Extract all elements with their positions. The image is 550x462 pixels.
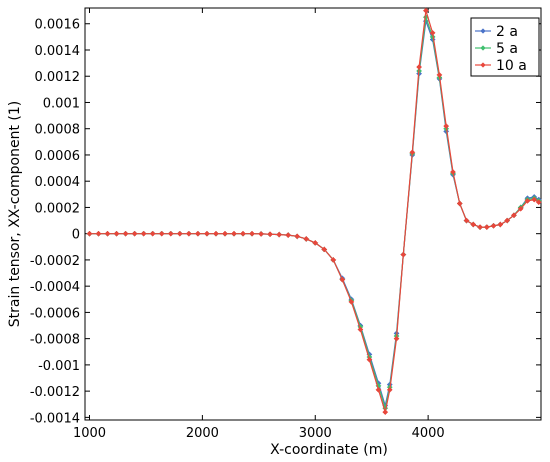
data-point (422, 7, 429, 14)
data-point (524, 197, 531, 204)
data-point (531, 196, 538, 203)
data-point (357, 326, 364, 333)
data-point (149, 230, 156, 237)
y-axis-title: Strain tensor, XX-component (1) (7, 101, 23, 327)
data-point (122, 230, 129, 237)
y-tick-label: 0.0012 (35, 70, 81, 85)
data-point (312, 239, 319, 246)
y-tick-label: 0.0016 (35, 18, 81, 33)
y-tick-label: 0.001 (43, 96, 80, 111)
y-tick-label: -0.0004 (30, 280, 80, 295)
data-point (203, 230, 210, 237)
data-point (104, 230, 111, 237)
data-point (470, 221, 477, 228)
plot-area: 0.0016 0.0014 0.0012 0.001 0.0008 0.0006 0.000… (30, 7, 542, 441)
series-0 (86, 18, 542, 409)
data-point (113, 230, 120, 237)
legend-entry: 2 a (496, 24, 518, 40)
data-point (517, 205, 524, 212)
data-point (176, 230, 183, 237)
data-point (375, 386, 382, 393)
y-tick-label: -0.001 (38, 359, 80, 374)
legend: 2 a5 a10 a (470, 17, 540, 77)
data-point (212, 230, 219, 237)
data-point (409, 149, 416, 156)
data-point (535, 199, 542, 206)
legend-marker (480, 28, 486, 34)
data-point (400, 251, 407, 258)
x-tick-label: 4000 (412, 426, 445, 441)
data-point (330, 256, 337, 263)
data-point (463, 217, 470, 224)
data-point (429, 29, 436, 36)
data-point (140, 230, 147, 237)
data-point (285, 232, 292, 239)
data-point (95, 230, 102, 237)
x-tick-label: 2000 (186, 426, 219, 441)
data-point (240, 230, 246, 237)
data-point (483, 224, 490, 231)
y-tick-label: 0.0008 (35, 123, 81, 138)
x-tick-label: 1000 (73, 426, 106, 441)
y-tick-label: 0.0014 (35, 44, 81, 59)
data-point (158, 230, 165, 237)
data-point (504, 217, 511, 224)
data-point (222, 230, 228, 237)
data-point (258, 230, 265, 237)
data-point (386, 386, 393, 393)
data-point (131, 230, 138, 237)
data-point (321, 246, 328, 253)
y-tick-label: -0.0008 (30, 333, 80, 348)
x-axis-title: X-coordinate (m) (270, 442, 388, 458)
x-tick-label: 3000 (299, 426, 332, 441)
y-tick-label: 0.0004 (35, 175, 81, 190)
series-line (89, 20, 540, 408)
data-point (194, 230, 201, 237)
data-point (167, 230, 174, 237)
data-point (443, 123, 450, 130)
data-point (456, 200, 463, 207)
data-point (249, 230, 256, 237)
data-point (303, 235, 310, 242)
series-2 (86, 7, 542, 416)
y-tick-label: -0.0012 (30, 385, 80, 400)
legend-marker (480, 62, 486, 68)
data-point (490, 222, 497, 229)
legend-entry: 10 a (496, 58, 527, 74)
y-tick-label: -0.0002 (30, 254, 80, 269)
legend-marker (480, 45, 486, 51)
data-point (510, 212, 517, 219)
y-tick-label: -0.0006 (30, 306, 80, 321)
data-point (185, 230, 192, 237)
data-point (416, 64, 423, 70)
legend-entry: 5 a (496, 41, 518, 57)
data-point (450, 169, 456, 175)
data-point (276, 231, 283, 238)
data-point (366, 356, 373, 363)
data-point (477, 224, 484, 231)
y-tick-label: -0.0014 (30, 411, 80, 426)
data-point (497, 221, 504, 228)
data-point (436, 71, 443, 78)
y-tick-label: 0.0002 (35, 201, 81, 216)
y-tick-label: 0 (72, 228, 80, 243)
y-tick-label: 0.0006 (35, 149, 81, 164)
data-point (267, 231, 274, 238)
data-point (86, 230, 93, 237)
data-point (294, 233, 301, 240)
data-point (393, 335, 400, 342)
data-point (339, 276, 346, 283)
data-point (348, 298, 355, 305)
data-point (382, 409, 389, 416)
data-point (231, 230, 237, 237)
plot-frame (84, 7, 542, 421)
